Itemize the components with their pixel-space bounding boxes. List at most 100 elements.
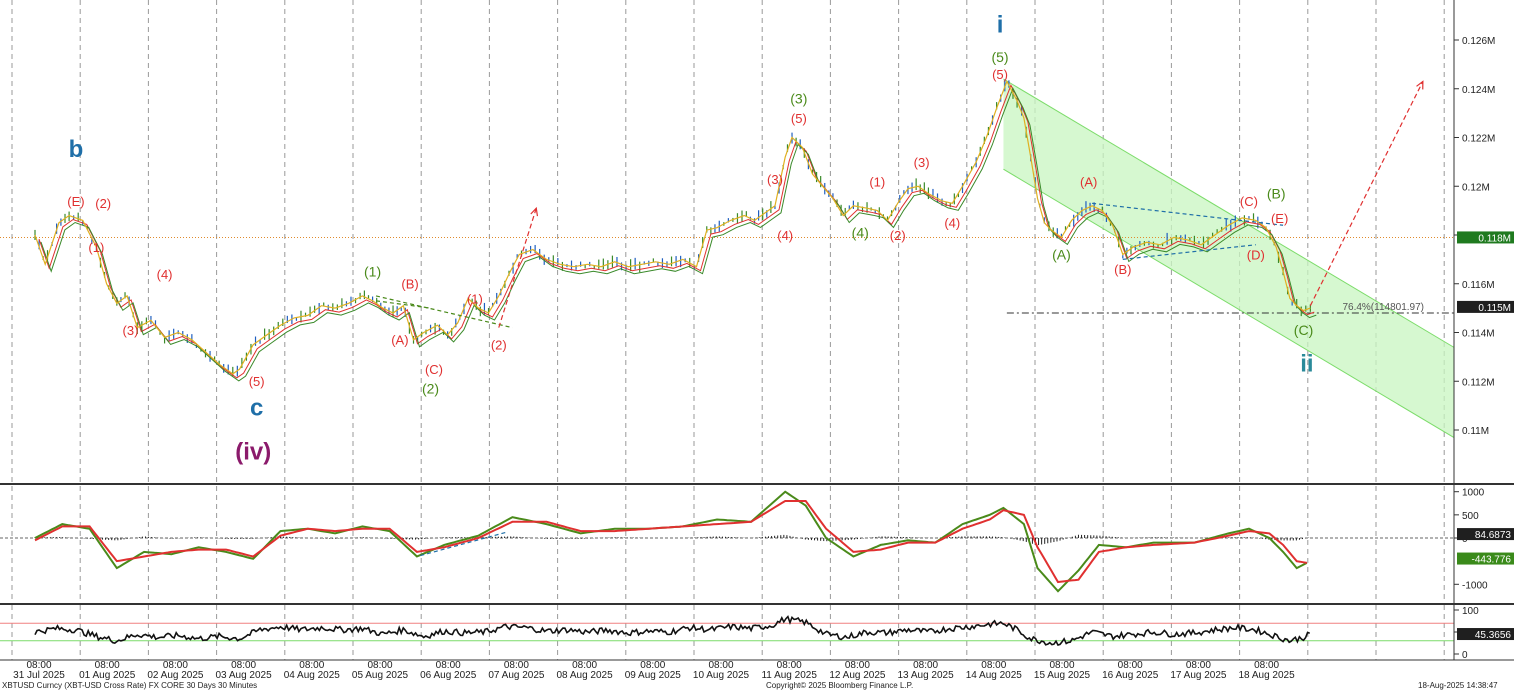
x-date-tick-label: 06 Aug 2025 xyxy=(420,670,477,681)
x-date-tick-label: 04 Aug 2025 xyxy=(284,670,341,681)
wave-label: (2) xyxy=(491,338,507,353)
wave-label: (4) xyxy=(852,224,869,240)
oscillator-axis-tick-label: 1000 xyxy=(1462,488,1485,499)
wave-label: (4) xyxy=(777,228,793,243)
wave-label: c xyxy=(250,394,263,421)
x-date-tick-label: 07 Aug 2025 xyxy=(488,670,545,681)
arrow-head xyxy=(530,206,539,217)
wave-label: (E) xyxy=(67,194,84,209)
price-axis-tick-label: 0.122M xyxy=(1462,134,1495,145)
trend-line xyxy=(375,300,431,309)
trend-line xyxy=(375,295,513,329)
x-time-tick-label: 08:00 xyxy=(708,660,733,671)
price-series xyxy=(34,79,1317,382)
wave-label: (C) xyxy=(1240,194,1258,209)
wave-label: (D) xyxy=(1247,247,1265,262)
x-date-tick-label: 01 Aug 2025 xyxy=(79,670,136,681)
channel-fill xyxy=(1003,79,1454,438)
price-badge-bg xyxy=(1457,300,1514,313)
channel-upper-line xyxy=(1003,78,1454,348)
price-badge-bg xyxy=(1457,231,1514,244)
oscillator-axis-tick-label: 500 xyxy=(1462,511,1479,522)
x-date-tick-label: 03 Aug 2025 xyxy=(216,670,273,681)
oscillator-axis-tick-label: -1000 xyxy=(1462,580,1488,591)
rsi-panel xyxy=(0,615,1454,646)
x-date-tick-label: 14 Aug 2025 xyxy=(966,670,1023,681)
wave-label: (2) xyxy=(890,228,906,243)
x-time-tick-label: 08:00 xyxy=(572,660,597,671)
wave-labels: b (E) (2) (1) (4) (3) (5) c (iv) (1) (B) (A) (C) (2) (… xyxy=(67,12,1313,466)
price-axis-tick-label: 0.126M xyxy=(1462,36,1495,47)
wave-label: (A) xyxy=(391,333,408,348)
x-time-tick-label: 08:00 xyxy=(26,660,51,671)
oscillator-trend-line xyxy=(420,531,506,557)
wave-label: (3) xyxy=(790,90,807,106)
wave-label: (4) xyxy=(157,267,173,282)
oscillator-badge-bg xyxy=(1457,552,1514,565)
x-date-tick-label: 15 Aug 2025 xyxy=(1034,670,1091,681)
wave-label: i xyxy=(997,12,1004,39)
price-axis-tick-label: 0.112M xyxy=(1462,377,1495,388)
price-axis-tick-label: 0.11M xyxy=(1462,426,1489,437)
x-time-tick-label: 08:00 xyxy=(1118,660,1143,671)
projection-arrow xyxy=(1309,81,1424,306)
regression-channel xyxy=(1003,78,1454,438)
x-date-tick-label: 10 Aug 2025 xyxy=(693,670,750,681)
wave-label: (B) xyxy=(401,277,418,292)
value-badges: 0.118M 0.115M 84.6873 -443.776 45.3656 xyxy=(1457,231,1514,641)
price-axis-tick-label: 0.124M xyxy=(1462,85,1495,96)
wave-label: (C) xyxy=(1294,322,1313,338)
wave-label: (2) xyxy=(95,196,111,211)
footer-security: XBTUSD Curncy (XBT-USD Cross Rate) FX CO… xyxy=(2,681,258,690)
price-axis-tick-label: 0.116M xyxy=(1462,280,1495,291)
wave-label: (3) xyxy=(123,323,139,338)
x-time-tick-label: 08:00 xyxy=(913,660,938,671)
x-date-tick-label: 12 Aug 2025 xyxy=(829,670,886,681)
x-date-tick-label: 16 Aug 2025 xyxy=(1102,670,1159,681)
x-date-tick-label: 02 Aug 2025 xyxy=(147,670,204,681)
price-badge: 0.115M xyxy=(1478,303,1511,314)
x-time-tick-label: 08:00 xyxy=(95,660,120,671)
footer-timestamp: 18-Aug-2025 14:38:47 xyxy=(1418,681,1498,690)
x-time-tick-label: 08:00 xyxy=(504,660,529,671)
x-time-tick-label: 08:00 xyxy=(640,660,665,671)
wave-label: (B) xyxy=(1267,185,1286,201)
price-line xyxy=(34,79,1311,375)
x-date-tick-label: 05 Aug 2025 xyxy=(352,670,409,681)
wave-label: (C) xyxy=(425,362,443,377)
x-time-tick-label: 08:00 xyxy=(367,660,392,671)
oscillator-badge: 84.6873 xyxy=(1475,530,1512,541)
wave-label: (4) xyxy=(944,216,960,231)
wave-label: (B) xyxy=(1114,262,1131,277)
rsi-axis-tick-label: 0 xyxy=(1462,650,1468,661)
wave-label: (2) xyxy=(422,380,439,396)
oscillator-badge: -443.776 xyxy=(1472,555,1512,566)
wave-label: (5) xyxy=(992,67,1008,82)
oscillator-line-green xyxy=(34,490,1308,593)
wave-label: ii xyxy=(1300,351,1313,378)
wave-label: (iv) xyxy=(235,438,271,465)
wave-label: (5) xyxy=(991,49,1008,65)
x-time-tick-label: 08:00 xyxy=(436,660,461,671)
x-time-tick-label: 08:00 xyxy=(163,660,188,671)
wave-label: (5) xyxy=(249,374,265,389)
x-date-tick-label: 09 Aug 2025 xyxy=(625,670,682,681)
x-date-tick-label: 08 Aug 2025 xyxy=(557,670,614,681)
horizontal-levels: 76.4%(114801.97) xyxy=(0,236,1454,314)
oscillator-line-red xyxy=(34,500,1308,584)
x-date-tick-label: 13 Aug 2025 xyxy=(898,670,955,681)
wave-label: (3) xyxy=(914,155,930,170)
x-time-tick-label: 08:00 xyxy=(981,660,1006,671)
oscillator-panel xyxy=(0,490,1454,593)
rsi-line xyxy=(34,615,1310,646)
projection-arrow xyxy=(498,208,537,328)
x-time-tick-label: 08:00 xyxy=(845,660,870,671)
x-time-tick-label: 08:00 xyxy=(1049,660,1074,671)
rsi-axis-tick-label: 100 xyxy=(1462,606,1479,617)
price-axis-tick-label: 0.114M xyxy=(1462,329,1495,340)
wave-label: (1) xyxy=(869,174,885,189)
grid-lines xyxy=(11,0,1445,660)
wave-label: (1) xyxy=(88,240,104,255)
footer-copyright: Copyright© 2025 Bloomberg Finance L.P. xyxy=(766,681,914,690)
